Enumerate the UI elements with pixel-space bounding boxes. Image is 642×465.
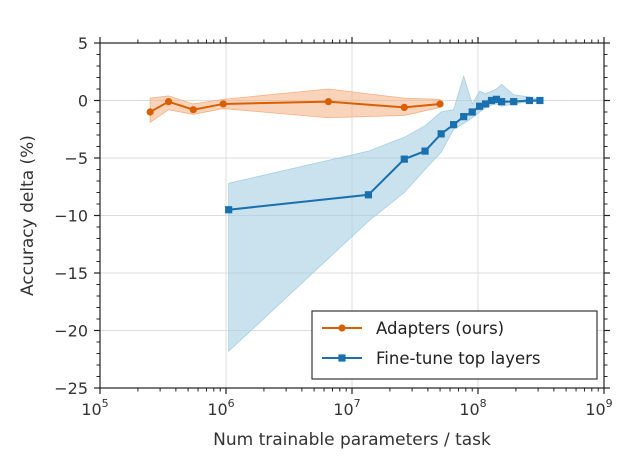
x-tick-label: 105 [81,397,108,419]
x-tick-base: 10 [585,400,605,419]
legend-label-adapters: Adapters (ours) [376,319,504,338]
legend: Adapters (ours) Fine-tune top layers [311,310,598,380]
x-tick-base: 10 [207,400,227,419]
fine-tune-point [482,100,490,108]
adapters-point [436,100,444,108]
adapters-point [219,100,227,108]
x-tick-label: 107 [333,397,360,419]
fine-tune-point [437,130,445,138]
x-tick-exponent: 6 [228,397,235,410]
x-tick-exponent: 5 [102,397,109,410]
fine-tune-point [536,96,544,105]
fine-tune-point [400,155,408,163]
confidence-bands [149,74,541,353]
y-tick-label: −15 [54,264,88,283]
fine-tune-point [476,102,484,110]
fine-tune-point [460,113,468,121]
x-tick-base: 10 [81,400,101,419]
fine-tune-point [364,191,373,199]
y-tick-label: 0 [78,92,88,111]
fine-tune-point [498,98,506,106]
legend-marker-fine-tune [338,354,346,362]
y-tick-label: −5 [64,149,88,168]
x-axis-label: Num trainable parameters / task [213,430,491,450]
legend-marker-adapters [338,324,346,332]
adapters-point [324,98,333,106]
fine-tune-point [421,147,429,155]
y-tick-label: −25 [54,379,88,398]
x-tick-label: 108 [459,397,486,419]
adapters-point [164,98,173,106]
fine-tune-point [525,96,534,105]
fine-tune-point [468,108,476,116]
x-tick-label: 109 [585,397,612,419]
fine-tune-point [492,95,501,103]
adapters-point [400,103,408,111]
fine-tune-band [228,74,541,353]
x-tick-exponent: 7 [354,397,361,410]
fine-tune-point [510,98,518,106]
adapters-point [189,106,197,114]
fine-tune-point [487,96,496,105]
y-axis-label: Accuracy delta (%) [18,135,38,296]
y-tick-label: −10 [54,207,88,226]
x-tick-base: 10 [459,400,479,419]
x-tick-exponent: 9 [606,397,613,410]
adapters-point [146,108,154,116]
x-tick-label: 106 [207,397,234,419]
x-tick-exponent: 8 [480,397,487,410]
fine-tune-point [225,206,233,214]
legend-box [311,310,598,380]
fine-tune-line [228,98,540,211]
fine-tune-point [449,121,458,129]
x-tick-base: 10 [333,400,353,419]
series-markers [146,95,544,214]
adapters-band [149,88,441,124]
y-tick-label: 5 [78,34,88,53]
legend-label-fine-tune: Fine-tune top layers [376,349,541,368]
y-tick-label: −20 [54,322,88,341]
